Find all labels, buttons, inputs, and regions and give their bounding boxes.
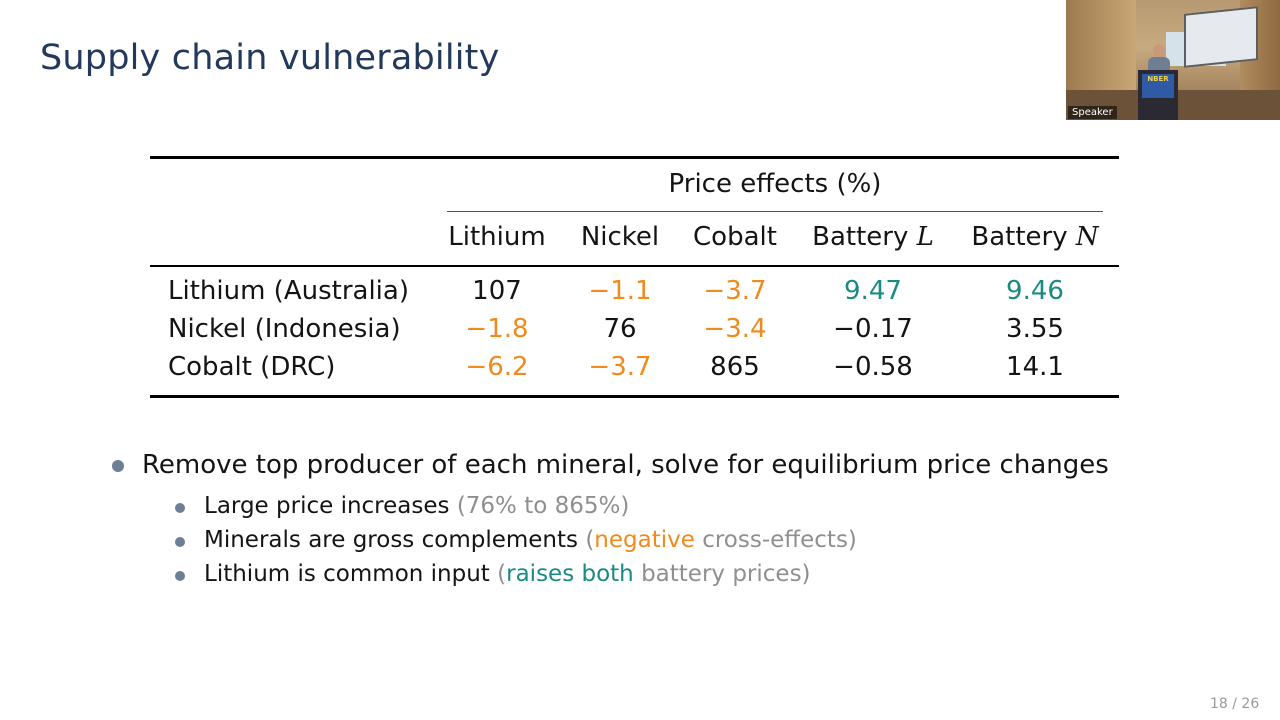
- table-cell: −3.7: [703, 276, 767, 306]
- header-group-rule: [447, 211, 1103, 212]
- bullet-sub-1-note: (76% to 865%): [456, 493, 630, 519]
- bullet-sub-2: Minerals are gross complements (negative…: [204, 527, 857, 553]
- table-cell: 107: [472, 276, 522, 306]
- bullet-sub-2-open: (: [585, 527, 595, 553]
- bullet-dot: [175, 503, 185, 513]
- table-cell: 9.46: [1006, 276, 1064, 306]
- col-header-lithium: Lithium: [448, 222, 546, 252]
- table-cell: −3.4: [703, 314, 767, 344]
- row-label-lithium: Lithium (Australia): [168, 276, 409, 306]
- header-bottom-rule: [150, 265, 1119, 267]
- bullet-dot: [175, 537, 185, 547]
- bullet-sub-3-text: Lithium is common input: [204, 561, 498, 587]
- col-header-battery-l: Battery L: [798, 222, 948, 252]
- table-cell: 865: [710, 352, 760, 382]
- table-cell: −3.7: [588, 352, 652, 382]
- projector-screen: [1184, 6, 1258, 68]
- col-header-battery-l-var: L: [916, 222, 934, 252]
- bullet-sub-1-text: Large price increases: [204, 493, 457, 519]
- bullet-sub-3-open: (: [497, 561, 507, 587]
- bullet-dot: [112, 460, 124, 472]
- page-number: 18 / 26: [1210, 696, 1260, 712]
- row-label-cobalt: Cobalt (DRC): [168, 352, 336, 382]
- speaker-label: Speaker: [1068, 106, 1117, 119]
- bullet-sub-2-text: Minerals are gross complements: [204, 527, 586, 553]
- col-header-battery-n: Battery N: [960, 222, 1110, 252]
- bullet-sub-1: Large price increases (76% to 865%): [204, 493, 629, 519]
- col-header-battery-n-var: N: [1075, 222, 1099, 252]
- table-cell: −1.8: [465, 314, 529, 344]
- table-cell: −1.1: [588, 276, 652, 306]
- table-cell: 14.1: [1006, 352, 1064, 382]
- table-bottom-rule: [150, 395, 1119, 398]
- price-effects-header: Price effects (%): [668, 169, 882, 199]
- col-header-cobalt: Cobalt: [693, 222, 777, 252]
- table-cell: −0.58: [833, 352, 913, 382]
- col-header-nickel: Nickel: [580, 222, 660, 252]
- table-cell: 76: [603, 314, 637, 344]
- row-label-nickel: Nickel (Indonesia): [168, 314, 401, 344]
- bullet-sub-3-highlight: raises both: [506, 561, 634, 587]
- table-cell: −0.17: [833, 314, 913, 344]
- podium-sign: NBER: [1142, 74, 1174, 98]
- table-cell: 9.47: [844, 276, 902, 306]
- bullet-main: Remove top producer of each mineral, sol…: [142, 450, 1109, 480]
- bullet-sub-3: Lithium is common input (raises both bat…: [204, 561, 811, 587]
- table-top-rule: [150, 156, 1119, 159]
- bullet-sub-3-rest: battery prices): [633, 561, 811, 587]
- speaker-video[interactable]: NBER Speaker: [1066, 0, 1280, 120]
- bullet-sub-2-rest: cross-effects): [694, 527, 857, 553]
- col-header-battery-l-text: Battery: [812, 222, 917, 252]
- bullet-sub-2-highlight: negative: [594, 527, 695, 553]
- col-header-battery-n-text: Battery: [971, 222, 1076, 252]
- slide-title: Supply chain vulnerability: [40, 38, 500, 78]
- speaker-head: [1153, 44, 1165, 58]
- bullet-dot: [175, 571, 185, 581]
- table-cell: −6.2: [465, 352, 529, 382]
- table-cell: 3.55: [1006, 314, 1064, 344]
